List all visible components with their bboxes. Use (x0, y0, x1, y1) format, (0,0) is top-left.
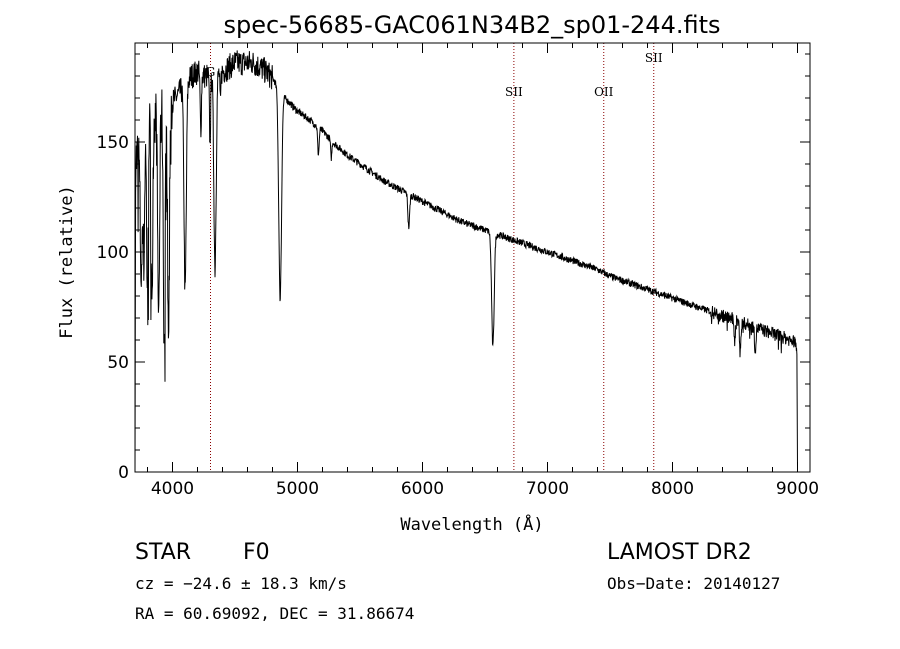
axis-ticks: 4000 5000 6000 7000 8000 9000 0 50 100 150 (97, 43, 819, 499)
marker-label: SII (645, 51, 663, 65)
x-tick-label: 8000 (651, 479, 694, 499)
marker-lines: G SII OII SII (206, 43, 663, 472)
chart-title: spec-56685-GAC061N34B2_sp01-244.fits (223, 11, 720, 39)
x-tick-label: 4000 (151, 479, 194, 499)
y-tick-label: 100 (97, 243, 129, 263)
y-tick-label: 0 (118, 463, 129, 483)
obs-date-text: Obs−Date: 20140127 (607, 574, 781, 593)
marker-label: G (206, 65, 216, 79)
x-tick-label: 6000 (401, 479, 444, 499)
x-tick-label: 9000 (776, 479, 819, 499)
object-class: STAR (135, 540, 192, 565)
x-tick-label: 7000 (526, 479, 569, 499)
survey-name: LAMOST DR2 (607, 540, 752, 565)
y-tick-label: 150 (97, 133, 129, 153)
x-axis-label: Wavelength (Å) (400, 513, 543, 535)
x-tick-label: 5000 (276, 479, 319, 499)
y-tick-label: 50 (107, 353, 129, 373)
spectrum-line (134, 50, 798, 473)
y-axis-label: Flux (relative) (57, 185, 77, 339)
marker-label: OII (594, 85, 614, 99)
redshift-text: cz = −24.6 ± 18.3 km/s (135, 574, 347, 593)
object-subclass: F0 (243, 540, 270, 565)
coordinates-text: RA = 60.69092, DEC = 31.86674 (135, 604, 415, 623)
plot-frame (134, 42, 811, 473)
marker-label: SII (505, 85, 523, 99)
